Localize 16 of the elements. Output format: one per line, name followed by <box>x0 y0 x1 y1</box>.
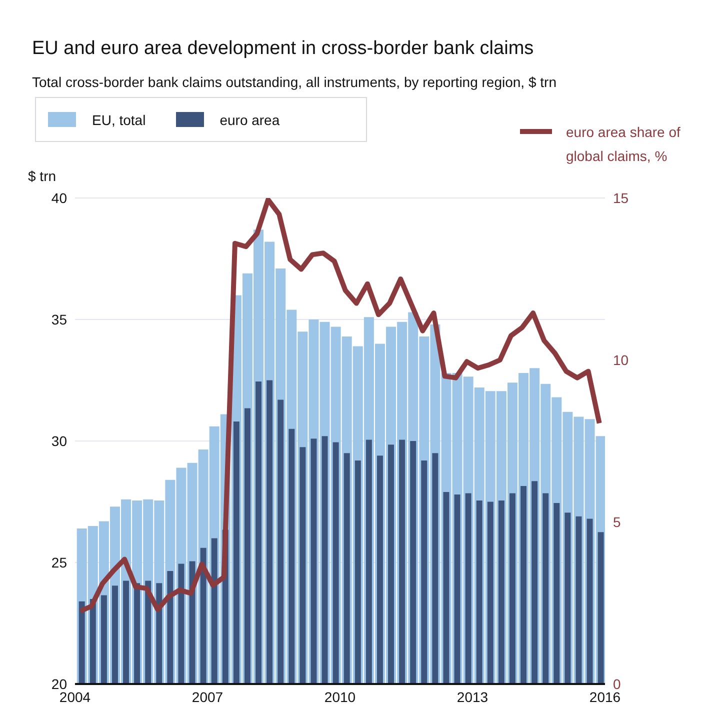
legend-label: euro area <box>220 112 280 128</box>
x-tick-label: 2013 <box>456 688 488 705</box>
x-tick-label: 2010 <box>324 688 356 705</box>
y2-tick-label: 15 <box>613 190 629 206</box>
y2-tick-label: 10 <box>613 352 629 368</box>
x-tick-label: 2007 <box>192 688 224 705</box>
y-tick-label: 40 <box>51 190 68 206</box>
y-tick-label: 30 <box>51 432 68 449</box>
chart-title: EU and euro area development in cross-border bank claims <box>32 38 534 60</box>
y2-tick-label: 5 <box>613 514 621 530</box>
legend-label: euro area share of global claims, % <box>566 123 682 166</box>
legend-label: EU, total <box>92 112 146 128</box>
chart-subtitle: Total cross-border bank claims outstanding, all instruments, by reporting region, $ trn <box>32 74 556 90</box>
y-tick-label: 25 <box>51 554 68 570</box>
y-axis-title: $ trn <box>28 168 56 184</box>
y-tick-label: 35 <box>51 311 68 328</box>
